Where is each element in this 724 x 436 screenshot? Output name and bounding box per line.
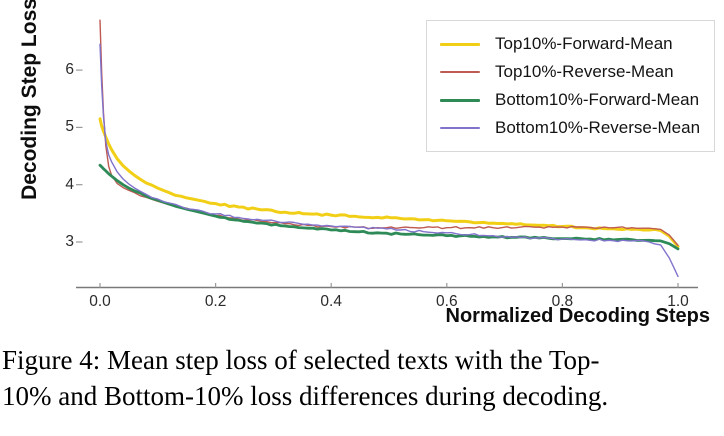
legend-item: Top10%-Reverse-Mean [440,58,700,86]
y-tick-label: 5 [65,118,74,136]
x-tick-label: 0.2 [204,293,227,310]
legend-item-label: Top10%-Forward-Mean [495,34,673,53]
legend-line-sample [440,42,480,46]
x-tick-label: 0.8 [551,293,574,310]
x-tick-label: 0.6 [436,293,458,310]
legend-item-label: Bottom10%-Forward-Mean [495,90,700,109]
legend-item: Top10%-Forward-Mean [440,30,700,58]
y-tick-label: 6 [65,61,74,79]
y-tick-label: 3 [65,233,74,250]
series-line-top10-forward-mean [98,117,680,249]
x-tick-label: 0.4 [320,293,342,310]
x-tick-label: 1.0 [667,293,689,310]
figure-caption: Figure 4: Mean step loss of selected tex… [2,342,724,414]
caption-line: Figure 4: Mean step loss of selected tex… [2,345,600,375]
series-line-bottom10-forward-mean [98,163,680,251]
legend-item: Bottom10%-Reverse-Mean [440,114,700,142]
caption-line: 10% and Bottom-10% loss differences duri… [2,381,609,411]
y-tick-label: 4 [65,175,74,193]
x-tick-label: 0.0 [89,293,111,310]
legend-item-label: Top10%-Reverse-Mean [495,62,674,81]
legend-rows: Top10%-Forward-Mean Top10%-Reverse-Mean Bo… [440,30,700,142]
series-line-bottom10-reverse-mean [99,43,679,278]
legend: Top10%-Forward-Mean Top10%-Reverse-Mean Bo… [426,20,716,152]
legend-item: Bottom10%-Forward-Mean [440,86,700,114]
legend-line-sample [440,71,480,73]
plot-svg [76,19,698,289]
legend-item-label: Bottom10%-Reverse-Mean [495,118,701,137]
loss-chart: Decoding Step Loss 0.0 0.2 0.4 0.6 0.8 1.0 3 4 5… [18,0,716,327]
x-axis-title: Normalized Decoding Steps [445,305,711,327]
legend-line-sample [440,127,480,129]
legend-line-sample [440,98,480,102]
